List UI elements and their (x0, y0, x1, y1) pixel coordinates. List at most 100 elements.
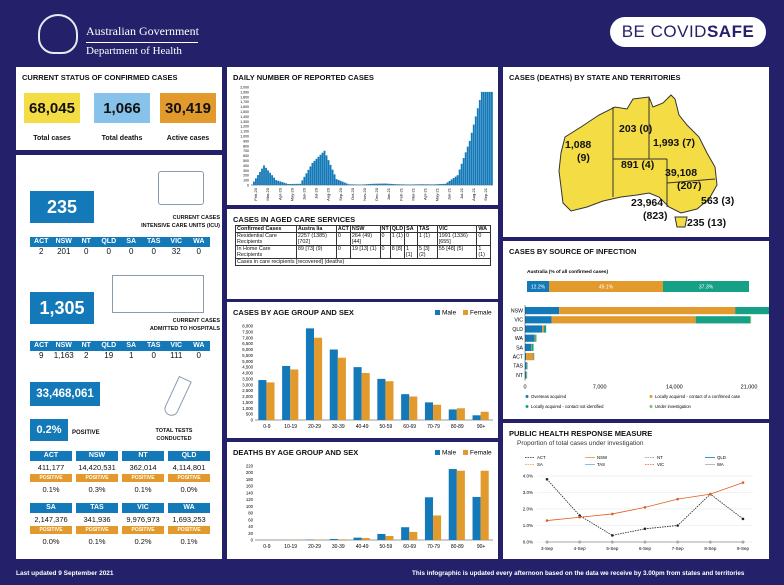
source-xtick: 14,000 (666, 385, 683, 391)
daily-ytick: 1,700 (240, 100, 249, 104)
phr-legend: NSW (597, 455, 608, 460)
tests-positive-tag: POSITIVE (30, 474, 72, 482)
hospital-label-2: ADMITTED TO HOSPITALS (149, 326, 220, 332)
daily-bar (452, 178, 455, 185)
bar-male (258, 380, 267, 420)
phr-xtick: 9-Sep (737, 546, 750, 551)
ytick: 60 (248, 517, 253, 522)
daily-bar (295, 183, 298, 185)
ytick: 6,000 (242, 347, 253, 352)
ytick: 5,000 (242, 359, 253, 364)
tests-positive-tag: POSITIVE (76, 526, 118, 534)
daily-xtick: Apr-21 (422, 187, 427, 200)
bar-male (424, 402, 434, 420)
source-bar (535, 334, 537, 342)
bar-female (409, 396, 418, 420)
bar-female (385, 535, 394, 540)
daily-bar (394, 184, 396, 185)
daily-bar (406, 184, 409, 185)
daily-ytick: 1,200 (240, 125, 249, 129)
bar-female (290, 369, 299, 420)
daily-bar (458, 169, 461, 185)
daily-bar (374, 183, 376, 185)
bar-female (456, 470, 465, 540)
source-bar (525, 316, 552, 324)
tests-state-count: 1,693,253 (172, 515, 206, 524)
state-value: 1 (129, 351, 134, 360)
bar-male (401, 527, 410, 540)
phr-point (676, 524, 679, 527)
daily-bar (325, 155, 328, 185)
daily-bar (422, 184, 425, 185)
state-header: VIC (165, 341, 188, 351)
daily-bar (279, 181, 282, 185)
source-legend: Locally acquired - contact of a confirme… (655, 394, 741, 399)
daily-bar (444, 183, 447, 185)
daily-bar (275, 180, 278, 185)
daily-bar (398, 184, 401, 185)
hospital-value: 1,305 (30, 292, 94, 324)
map-label-sub: (823) (643, 210, 668, 222)
tests-positive-tag: POSITIVE (122, 474, 164, 482)
legend-male: Male (442, 310, 456, 317)
source-bar (695, 316, 751, 324)
logo-text-bold: SAFE (706, 22, 755, 41)
tests-positive-pct: 0.1% (42, 485, 60, 494)
source-state: TAS (513, 364, 523, 370)
icu-label-2: INTENSIVE CARE UNITS (ICU) (141, 223, 220, 229)
daily-bar (327, 160, 330, 185)
daily-bar (456, 175, 459, 185)
covidsafe-logo: BE COVID SAFE (610, 17, 766, 47)
ytick: 500 (246, 412, 254, 417)
daily-bar (442, 183, 445, 185)
daily-bar (363, 184, 366, 185)
aged-cell: 1 (1) (476, 245, 491, 259)
daily-xtick: Sep-20 (338, 187, 343, 201)
phr-point (578, 540, 581, 544)
xtick: 40-49 (356, 424, 369, 430)
xtick: 80-89 (451, 424, 464, 430)
daily-ytick: 1,100 (240, 130, 249, 134)
daily-xtick: Nov-20 (362, 187, 367, 201)
hospital-building-icon (112, 275, 204, 313)
tests-state-count: 362,014 (129, 463, 157, 472)
aged-cell: 1 (1) (389, 232, 406, 246)
daily-bar (277, 180, 280, 185)
state-value: 111 (170, 351, 183, 360)
age-sex-panel: CASES BY AGE GROUP AND SEX 0 500 1,000 1,50… (227, 302, 498, 438)
daily-bar (259, 171, 261, 185)
aged-cell: 8 [8] (389, 245, 406, 259)
daily-xtick: Aug-21 (471, 187, 476, 201)
map-tasmania (674, 216, 688, 228)
deaths-title: DEATHS BY AGE GROUP AND SEX (233, 448, 359, 457)
source-title: CASES BY SOURCE OF INFECTION (509, 247, 637, 256)
daily-xtick: Sep-21 (483, 187, 488, 201)
daily-bar (285, 183, 288, 185)
state-value: 2 (39, 247, 44, 256)
daily-xtick: Mar-20 (265, 187, 270, 200)
phr-point (578, 515, 581, 519)
daily-bar (378, 183, 380, 185)
daily-ytick: 1,300 (240, 120, 249, 124)
daily-bar (365, 184, 368, 185)
daily-bar (261, 168, 263, 185)
aged-cell: 0 (404, 232, 418, 246)
source-bar (750, 316, 752, 324)
ytick: 100 (246, 504, 254, 509)
daily-bar (470, 132, 473, 185)
deaths-panel: DEATHS BY AGE GROUP AND SEX 0 20 40 60 80 100… (227, 442, 498, 559)
source-legend: Locally acquired - contact not identifie… (531, 404, 604, 409)
phr-xtick: 7-Sep (672, 546, 685, 551)
phr-point (741, 481, 745, 484)
daily-bar (412, 184, 415, 185)
total-cases-label: Total cases (33, 135, 71, 142)
daily-xtick: Oct-20 (350, 187, 355, 200)
aged-title: CASES IN AGED CARE SERVICES (233, 215, 356, 224)
daily-bar (323, 150, 326, 185)
daily-bar (305, 173, 308, 185)
daily-ytick: 1,400 (240, 115, 249, 119)
phr-point (643, 506, 647, 509)
phr-legend: QLD (717, 455, 726, 460)
tests-positive-pct: 0.2% (30, 419, 68, 441)
